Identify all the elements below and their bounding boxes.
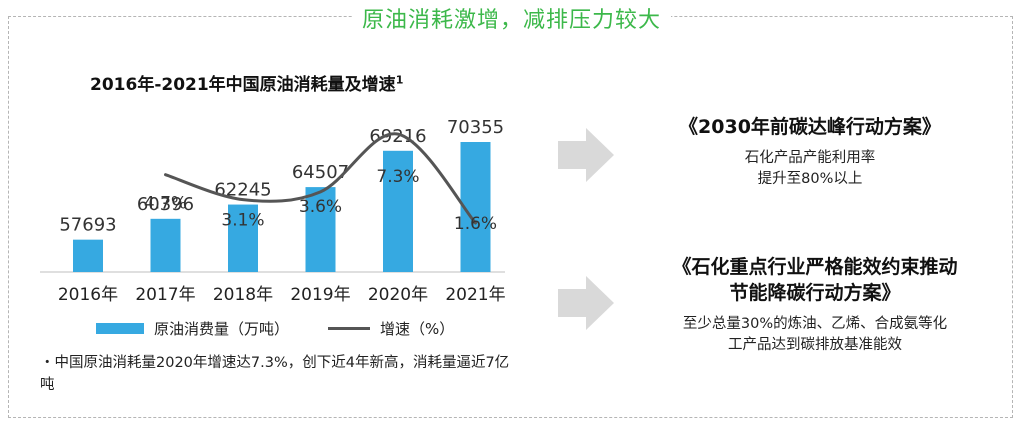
legend-label-consumption: 原油消费量（万吨） [154, 320, 290, 338]
legend-swatch-line [328, 327, 370, 330]
x-tick-label: 2016年 [58, 285, 118, 305]
bar-1 [150, 218, 181, 272]
bar-value-label: 64507 [292, 162, 349, 183]
growth-value-label: 1.6% [454, 214, 497, 234]
bar-value-label: 62245 [214, 180, 271, 201]
x-tick-label: 2019年 [290, 285, 350, 305]
chart-note: ・中国原油消耗量2020年增速达7.3%，创下近4年新高，消耗量逼近7亿吨 [40, 355, 510, 393]
bar-2 [228, 204, 258, 272]
growth-value-label: 7.3% [376, 167, 419, 187]
legend-item-consumption: 原油消费量（万吨） [96, 318, 289, 339]
policy-card-carbon-peak: 《2030年前碳达峰行动方案》 石化产品产能利用率 提升至80%以上 [640, 114, 980, 190]
legend-label-growth: 增速（%） [380, 320, 455, 338]
x-tick-label: 2020年 [368, 285, 428, 305]
bar-0 [73, 239, 103, 272]
growth-chart: 57693 60396 62245 64507 69216 70355 2016年 2017年… [40, 117, 506, 305]
x-tick-label: 2021年 [445, 285, 505, 305]
chart-title: 2016年-2021年中国原油消耗量及增速1 [90, 73, 404, 95]
policy-desc: 至少总量30%的炼油、乙烯、合成氨等化 工产品达到碳排放基准能效 [682, 316, 948, 353]
footnote-marker: 1 [395, 73, 404, 87]
page-title: 原油消耗激增，减排压力较大 [0, 2, 1023, 34]
arrow-right-icon [558, 128, 614, 182]
arrow-right-icon [558, 276, 614, 330]
bar-value-label: 57693 [59, 215, 116, 236]
growth-value-label: 4.7% [144, 194, 187, 214]
x-tick-label: 2017年 [135, 285, 195, 305]
bar-value-label: 60396 [137, 194, 194, 215]
bar-value-label: 70355 [447, 117, 504, 138]
bar-4 [383, 150, 413, 272]
bar-value-label: 69216 [369, 126, 426, 147]
policy-desc: 石化产品产能利用率 提升至80%以上 [744, 150, 876, 187]
growth-line [164, 132, 477, 225]
bar-3 [305, 187, 336, 272]
policy-title: 《2030年前碳达峰行动方案》 [679, 116, 941, 138]
growth-value-label: 3.6% [299, 197, 342, 217]
x-tick-label: 2018年 [213, 285, 273, 305]
growth-value-label: 3.1% [221, 211, 264, 231]
policy-title: 《石化重点行业严格能效约束推动 节能降碳行动方案》 [672, 256, 958, 304]
policy-card-energy-efficiency: 《石化重点行业严格能效约束推动 节能降碳行动方案》 至少总量30%的炼油、乙烯、… [630, 254, 1000, 356]
legend-item-growth: 增速（%） [328, 318, 454, 339]
legend-swatch-bar [96, 323, 144, 334]
